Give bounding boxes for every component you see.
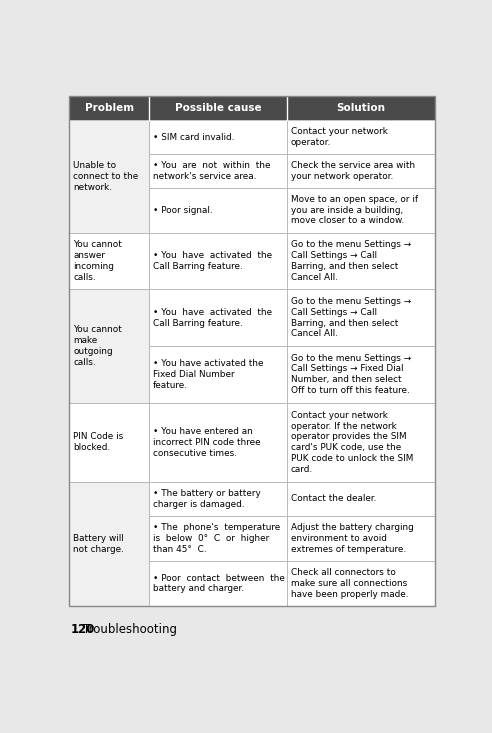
Text: Contact your network
operator.: Contact your network operator. (291, 127, 388, 147)
Bar (149, 402, 287, 482)
Bar (287, 402, 435, 482)
Text: Contact your network
operator. If the network
operator provides the SIM
card's P: Contact your network operator. If the ne… (291, 411, 413, 474)
Text: • You  have  activated  the
Call Barring feature.: • You have activated the Call Barring fe… (153, 308, 272, 328)
Bar (287, 482, 435, 516)
Bar (69, 290, 149, 402)
Text: • Poor signal.: • Poor signal. (153, 206, 213, 215)
Text: Possible cause: Possible cause (175, 103, 261, 113)
Bar (149, 561, 287, 606)
Bar (69, 402, 149, 482)
Text: • You have entered an
incorrect PIN code three
consecutive times.: • You have entered an incorrect PIN code… (153, 427, 260, 457)
Bar (287, 233, 435, 290)
Bar (69, 233, 149, 290)
Text: Adjust the battery charging
environment to avoid
extremes of temperature.: Adjust the battery charging environment … (291, 523, 414, 553)
Text: Move to an open space, or if
you are inside a building,
move closer to a window.: Move to an open space, or if you are ins… (291, 195, 418, 226)
Bar (149, 290, 287, 346)
Bar (69, 482, 149, 606)
Text: • The battery or battery
charger is damaged.: • The battery or battery charger is dama… (153, 489, 261, 509)
Text: • You have activated the
Fixed Dial Number
feature.: • You have activated the Fixed Dial Numb… (153, 359, 263, 389)
Bar (287, 516, 435, 561)
Bar (149, 233, 287, 290)
Text: Check all connectors to
make sure all connections
have been properly made.: Check all connectors to make sure all co… (291, 568, 408, 599)
Text: 120: 120 (71, 623, 95, 636)
Bar (149, 346, 287, 402)
Text: Contact the dealer.: Contact the dealer. (291, 495, 376, 504)
Bar (287, 561, 435, 606)
Text: Go to the menu Settings →
Call Settings → Fixed Dial
Number, and then select
Off: Go to the menu Settings → Call Settings … (291, 354, 411, 395)
Text: • SIM card invalid.: • SIM card invalid. (153, 133, 234, 141)
Bar (287, 120, 435, 154)
Text: • You  have  activated  the
Call Barring feature.: • You have activated the Call Barring fe… (153, 251, 272, 271)
Bar (149, 154, 287, 188)
Text: Check the service area with
your network operator.: Check the service area with your network… (291, 161, 415, 180)
Text: You cannot
answer
incoming
calls.: You cannot answer incoming calls. (73, 240, 122, 281)
Bar (287, 154, 435, 188)
Bar (69, 96, 435, 120)
Text: Problem: Problem (85, 103, 134, 113)
Bar (69, 120, 149, 233)
Bar (287, 346, 435, 402)
Text: Go to the menu Settings →
Call Settings → Call
Barring, and then select
Cancel A: Go to the menu Settings → Call Settings … (291, 240, 411, 281)
Bar (149, 188, 287, 233)
Text: Battery will
not charge.: Battery will not charge. (73, 534, 124, 554)
Text: PIN Code is
blocked.: PIN Code is blocked. (73, 432, 123, 452)
Text: You cannot
make
outgoing
calls.: You cannot make outgoing calls. (73, 325, 122, 366)
Bar (149, 120, 287, 154)
Bar (287, 188, 435, 233)
Text: • Poor  contact  between  the
battery and charger.: • Poor contact between the battery and c… (153, 574, 285, 594)
Text: Go to the menu Settings →
Call Settings → Call
Barring, and then select
Cancel A: Go to the menu Settings → Call Settings … (291, 297, 411, 339)
Text: • You  are  not  within  the
network's service area.: • You are not within the network's servi… (153, 161, 271, 180)
Text: Troubleshooting: Troubleshooting (83, 623, 177, 636)
Bar (287, 290, 435, 346)
Text: Solution: Solution (337, 103, 385, 113)
Bar (149, 516, 287, 561)
Bar (149, 482, 287, 516)
Text: Unable to
connect to the
network.: Unable to connect to the network. (73, 161, 138, 192)
Text: • The  phone's  temperature
is  below  0°  C  or  higher
than 45°  C.: • The phone's temperature is below 0° C … (153, 523, 280, 553)
